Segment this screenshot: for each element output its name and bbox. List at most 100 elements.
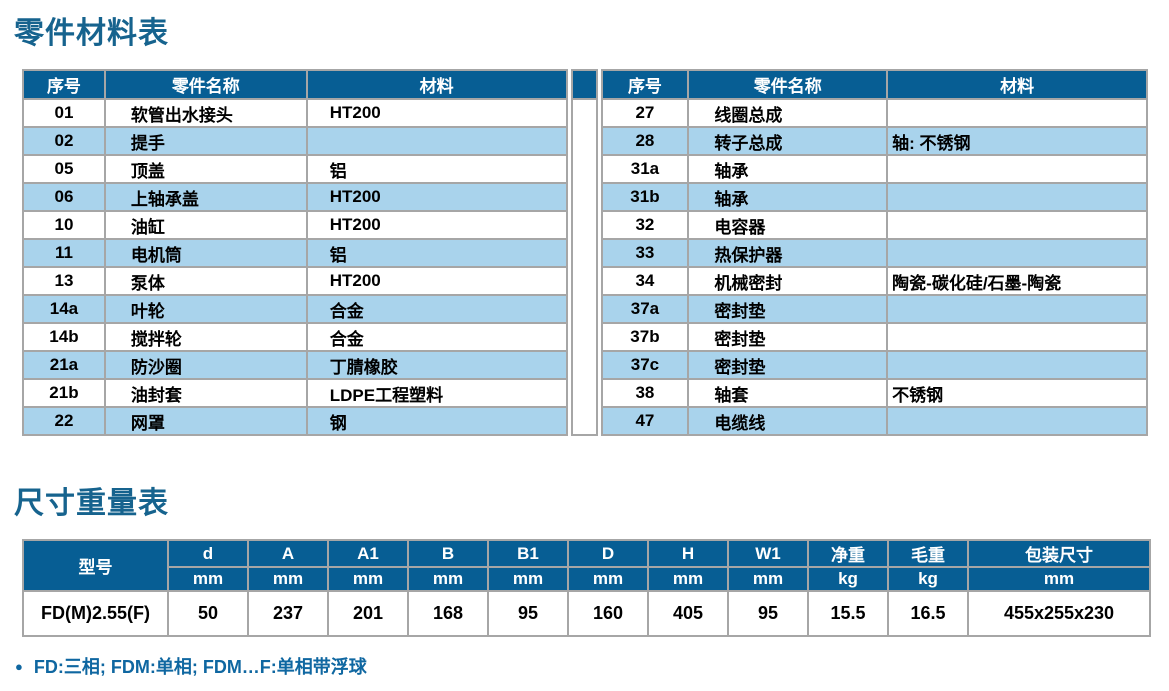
material-cell (886, 350, 1148, 380)
part-no-cell: 37c (600, 350, 690, 380)
material-cell: 轴: 不锈钢 (886, 126, 1148, 156)
part-name-cell: 电容器 (687, 210, 889, 240)
part-no-cell: 31b (600, 182, 690, 212)
parts-table-left: 序号 零件名称 材料 01 软管出水接头 HT200 02 提手 05 顶盖铝 06 上轴承盖 H… (22, 69, 568, 436)
column-header-dd: D (567, 539, 649, 568)
value-cell: 237 (247, 590, 329, 637)
part-no-cell: 14a (22, 294, 106, 324)
value-cell: 168 (407, 590, 489, 637)
column-header-a: A (247, 539, 329, 568)
part-no-cell: 28 (600, 126, 690, 156)
column-header-name: 零件名称 (687, 69, 889, 100)
unit-cell: mm (487, 566, 569, 592)
table-row: 11 电机筒铝 (22, 238, 568, 268)
unit-cell: mm (967, 566, 1151, 592)
table-row: 21b 油封套 LDPE工程塑料 (22, 378, 568, 408)
value-cell: 201 (327, 590, 409, 637)
part-no-cell: 27 (600, 98, 690, 128)
table-row: 47 电缆线 (600, 406, 1148, 436)
part-no-cell: 10 (22, 210, 106, 240)
column-header-w1: W1 (727, 539, 809, 568)
part-name-cell: 轴套 (687, 378, 889, 408)
column-header-b1: B1 (487, 539, 569, 568)
parts-table-title: 零件材料表 (14, 17, 169, 50)
part-no-cell: 13 (22, 266, 106, 296)
parts-material-table-group: 序号 零件名称 材料 01 软管出水接头 HT200 02 提手 05 顶盖铝 06 上轴承盖 H… (22, 69, 1148, 436)
table-row: 37c 密封垫 (600, 350, 1148, 380)
part-no-cell: 14b (22, 322, 106, 352)
table-row: 22 网罩钢 (22, 406, 568, 436)
header-row-labels: 型号 d A A1 B B1 D H W1 净重 毛重 包装尺寸 (22, 539, 1151, 592)
dimensions-weight-table: 型号 d A A1 B B1 D H W1 净重 毛重 包装尺寸 mm mm m… (22, 539, 1151, 637)
part-name-cell: 轴承 (687, 154, 889, 184)
material-cell (305, 126, 568, 156)
table-row: 14b 搅拌轮 合金 (22, 322, 568, 352)
column-header-model: 型号 (22, 539, 169, 592)
material-cell: HT200 (305, 182, 568, 212)
part-no-cell: 38 (600, 378, 690, 408)
part-no-cell: 21b (22, 378, 106, 408)
column-header-name: 零件名称 (103, 69, 308, 100)
part-no-cell: 37b (600, 322, 690, 352)
material-cell: 铝 (305, 154, 568, 184)
dimensions-data-row: FD(M)2.55(F) 50 237 201 168 95 160 405 9… (22, 590, 1151, 637)
material-cell: HT200 (305, 266, 568, 296)
material-cell: HT200 (305, 98, 568, 128)
table-row: 21a 防沙圈 丁腈橡胶 (22, 350, 568, 380)
part-name-cell: 软管出水接头 (103, 98, 308, 128)
part-name-cell: 油封套 (103, 378, 308, 408)
part-no-cell: 05 (22, 154, 106, 184)
model-cell: FD(M)2.55(F) (22, 590, 169, 637)
part-name-cell: 防沙圈 (103, 350, 308, 380)
material-cell: 丁腈橡胶 (305, 350, 568, 380)
table-row: 01 软管出水接头 HT200 (22, 98, 568, 128)
unit-cell: mm (567, 566, 649, 592)
table-row: 31a 轴承 (600, 154, 1148, 184)
column-header-no: 序号 (600, 69, 690, 100)
part-name-cell: 电缆线 (687, 406, 889, 436)
part-no-cell: 47 (600, 406, 690, 436)
column-header-h: H (647, 539, 729, 568)
part-name-cell: 顶盖 (103, 154, 308, 184)
unit-cell: mm (647, 566, 729, 592)
table-row: 31b 轴承 (600, 182, 1148, 212)
material-cell (886, 294, 1148, 324)
part-name-cell: 密封垫 (687, 350, 889, 380)
unit-cell: mm (327, 566, 409, 592)
unit-cell: mm (167, 566, 249, 592)
part-name-cell: 转子总成 (687, 126, 889, 156)
part-name-cell: 油缸 (103, 210, 308, 240)
material-cell (886, 238, 1148, 268)
header-row-units: mm mm mm mm mm mm mm mm kg kg mm (23, 566, 1151, 592)
footnote-text: FD:三相; FDM:单相; FDM…F:单相带浮球 (33, 657, 367, 677)
material-cell: LDPE工程塑料 (305, 378, 568, 408)
part-name-cell: 泵体 (103, 266, 308, 296)
part-name-cell: 网罩 (103, 406, 308, 436)
part-no-cell: 32 (600, 210, 690, 240)
header-row: 序号 零件名称 材料 (22, 69, 568, 100)
table-row: 28 转子总成 轴: 不锈钢 (600, 126, 1148, 156)
material-cell: 铝 (305, 238, 568, 268)
part-no-cell: 01 (22, 98, 106, 128)
table-row: 32 电容器 (600, 210, 1148, 240)
material-cell (886, 210, 1148, 240)
part-name-cell: 密封垫 (687, 294, 889, 324)
column-header-package-size: 包装尺寸 (967, 539, 1151, 568)
material-cell: 钢 (305, 406, 568, 436)
table-row: 34 机械密封 陶瓷-碳化硅/石墨-陶瓷 (600, 266, 1148, 296)
table-row: 14a 叶轮 合金 (22, 294, 568, 324)
table-row: 27 线圈总成 (600, 98, 1148, 128)
part-name-cell: 叶轮 (103, 294, 308, 324)
unit-cell: kg (807, 566, 889, 592)
value-cell: 15.5 (807, 590, 889, 637)
parts-table-right: 序号 零件名称 材料 27 线圈总成 28 转子总成 轴: 不锈钢 31a 轴承 31b 轴承 3… (600, 69, 1149, 436)
header-row: 序号 零件名称 材料 (600, 69, 1148, 100)
part-name-cell: 上轴承盖 (103, 182, 308, 212)
part-no-cell: 37a (600, 294, 690, 324)
column-header-b: B (407, 539, 489, 568)
table-separator-header (572, 71, 596, 100)
column-header-a1: A1 (327, 539, 409, 568)
table-row: 13 泵体 HT200 (22, 266, 568, 296)
column-header-material: 材料 (305, 69, 568, 100)
column-header-material: 材料 (886, 69, 1148, 100)
